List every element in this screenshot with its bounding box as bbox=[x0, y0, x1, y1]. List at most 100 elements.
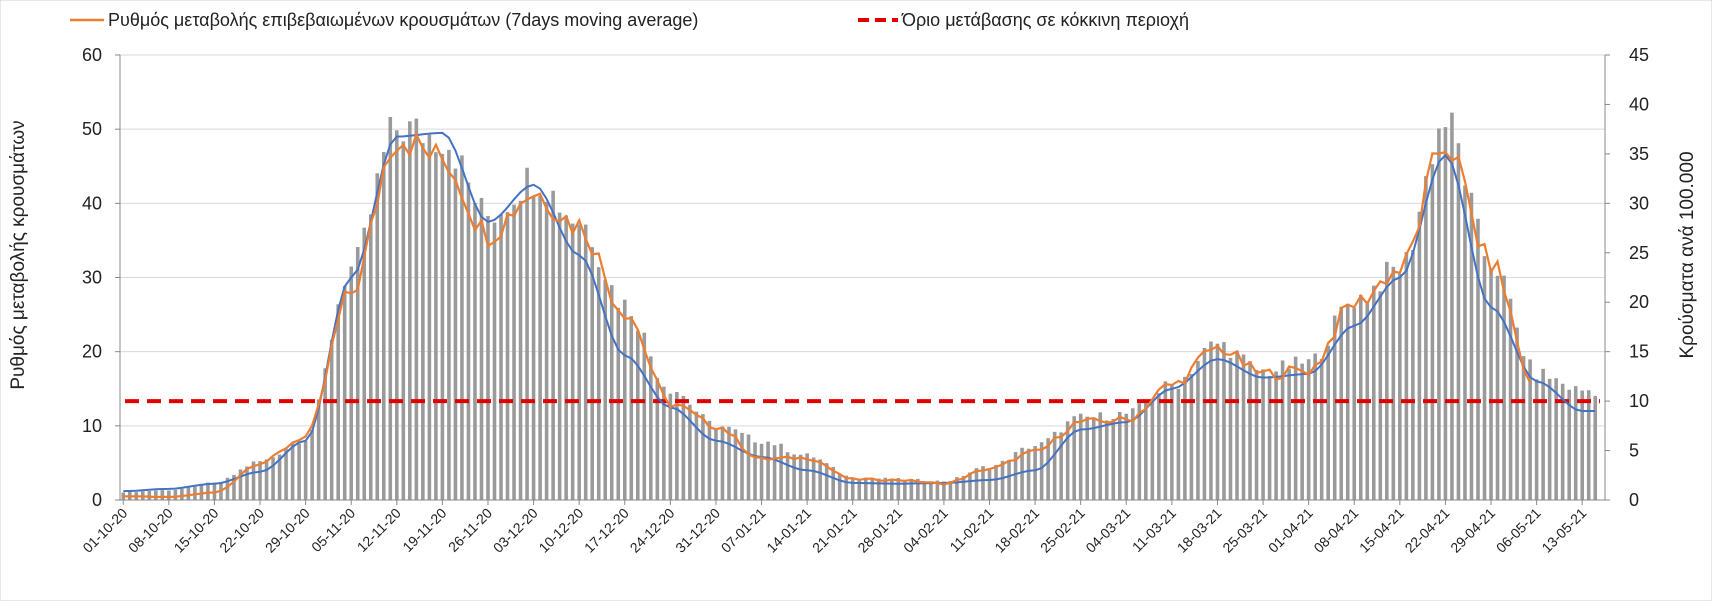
bar bbox=[251, 461, 256, 500]
bar bbox=[531, 196, 536, 500]
bar bbox=[427, 134, 432, 500]
bar bbox=[850, 478, 855, 500]
bar bbox=[1287, 368, 1291, 500]
bar bbox=[1326, 345, 1330, 500]
bar bbox=[479, 197, 484, 500]
bar bbox=[870, 478, 875, 500]
bar bbox=[1157, 393, 1161, 500]
bar bbox=[349, 266, 354, 500]
bar bbox=[551, 190, 555, 500]
y-right-ticks: 0 5 10 15 20 25 30 35 40 45 bbox=[1605, 45, 1649, 510]
bar bbox=[759, 443, 764, 500]
bar bbox=[447, 149, 451, 501]
bar bbox=[570, 223, 575, 501]
bar bbox=[1072, 416, 1076, 500]
bar bbox=[583, 224, 588, 500]
bar bbox=[434, 152, 438, 501]
bar bbox=[1586, 390, 1591, 500]
bar bbox=[798, 454, 803, 500]
bar bbox=[1215, 343, 1220, 500]
bar bbox=[1306, 359, 1311, 500]
bar bbox=[1378, 291, 1383, 500]
bar bbox=[173, 489, 178, 500]
bar bbox=[994, 464, 998, 500]
bar bbox=[1280, 360, 1285, 500]
bar bbox=[1463, 185, 1467, 500]
y-right-tick-label: 20 bbox=[1629, 292, 1649, 312]
bar bbox=[1502, 275, 1506, 500]
bar bbox=[753, 442, 757, 500]
bar bbox=[1398, 274, 1402, 500]
bar bbox=[792, 454, 796, 500]
bar bbox=[1046, 438, 1050, 500]
bar bbox=[375, 173, 380, 500]
bar bbox=[883, 477, 888, 500]
y-right-axis-label: Κρούσματα ανά 100.000 bbox=[1677, 151, 1698, 358]
bar bbox=[1293, 356, 1298, 500]
bar bbox=[785, 452, 790, 500]
bar bbox=[1078, 413, 1083, 500]
bar bbox=[355, 247, 360, 500]
bar bbox=[590, 247, 594, 500]
bar bbox=[1573, 386, 1578, 500]
y-left-tick-label: 60 bbox=[82, 45, 102, 65]
legend-rate-label: Ρυθμός μεταβολής επιβεβαιωμένων κρουσμάτ… bbox=[108, 10, 698, 30]
bar bbox=[688, 404, 692, 500]
bar bbox=[1241, 354, 1246, 500]
bar bbox=[968, 472, 972, 500]
bar bbox=[1085, 416, 1089, 500]
bar bbox=[316, 399, 321, 500]
bar bbox=[1404, 252, 1409, 500]
bar bbox=[772, 445, 777, 500]
bar bbox=[1222, 342, 1226, 500]
bar bbox=[167, 490, 171, 500]
bar bbox=[1554, 378, 1558, 500]
bar bbox=[1176, 388, 1181, 500]
bar bbox=[1065, 421, 1070, 500]
bar bbox=[1469, 192, 1474, 500]
legend: Ρυθμός μεταβολής επιβεβαιωμένων κρουσμάτ… bbox=[70, 10, 1189, 30]
y-left-tick-label: 50 bbox=[82, 119, 102, 139]
bar bbox=[642, 332, 647, 500]
bar bbox=[1007, 459, 1011, 500]
bar bbox=[525, 167, 529, 500]
bar bbox=[225, 477, 230, 500]
bar bbox=[577, 224, 581, 500]
bar bbox=[1261, 369, 1265, 500]
bar bbox=[232, 474, 236, 500]
y-left-tick-label: 20 bbox=[82, 342, 102, 362]
bar bbox=[499, 214, 503, 500]
bar bbox=[1391, 266, 1396, 500]
bar bbox=[844, 475, 849, 500]
bar bbox=[987, 468, 992, 500]
bar bbox=[303, 441, 308, 500]
bar bbox=[675, 391, 679, 500]
bar bbox=[1202, 347, 1207, 500]
bar bbox=[342, 286, 347, 500]
bar bbox=[1443, 127, 1448, 501]
bar bbox=[486, 216, 490, 500]
bar bbox=[1189, 374, 1194, 500]
bar bbox=[1098, 412, 1103, 500]
bar bbox=[1313, 353, 1317, 500]
bar bbox=[863, 477, 868, 500]
bar bbox=[329, 339, 334, 500]
bar bbox=[1170, 384, 1174, 500]
bar bbox=[557, 212, 562, 501]
y-right-tick-label: 40 bbox=[1629, 94, 1649, 114]
bar bbox=[1528, 359, 1532, 500]
bar bbox=[1000, 460, 1005, 500]
bar bbox=[1124, 413, 1129, 500]
bar bbox=[1352, 307, 1357, 500]
bar bbox=[1385, 261, 1389, 500]
bar-series bbox=[121, 112, 1598, 501]
bar bbox=[1235, 350, 1239, 500]
y-right-tick-label: 45 bbox=[1629, 45, 1649, 65]
bar bbox=[1196, 360, 1200, 500]
bar bbox=[616, 307, 621, 500]
bar bbox=[1319, 358, 1324, 500]
bar bbox=[284, 448, 288, 500]
bar bbox=[1534, 379, 1539, 500]
bar bbox=[310, 429, 314, 500]
